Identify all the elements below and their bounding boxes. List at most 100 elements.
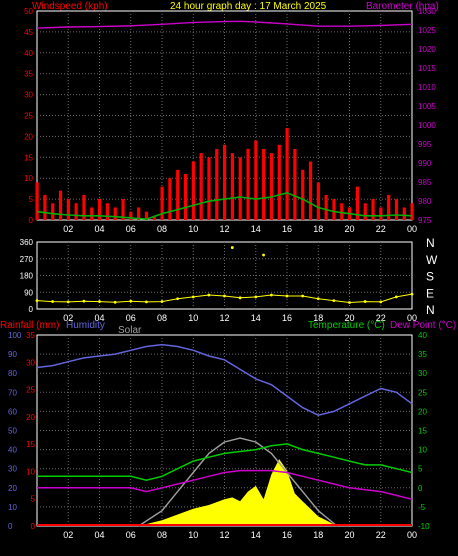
direction-tick-label: 90 bbox=[24, 288, 33, 297]
gust-bar bbox=[183, 174, 188, 220]
gust-bar bbox=[74, 203, 78, 220]
gust-bar bbox=[324, 194, 328, 220]
x-tick-label: 16 bbox=[282, 313, 292, 323]
x-tick-label: 04 bbox=[94, 313, 104, 323]
temperature-tick-label: 25 bbox=[418, 388, 427, 397]
humidity-tick-label: 0 bbox=[8, 522, 13, 531]
gust-bar bbox=[285, 128, 289, 220]
barometer-axis-label: Barometer (hpa) bbox=[366, 1, 439, 12]
gust-bar bbox=[293, 148, 297, 220]
average-wind-line bbox=[36, 191, 413, 221]
gust-bar bbox=[66, 199, 70, 220]
x-tick-label: 08 bbox=[157, 313, 167, 323]
gust-bar bbox=[332, 199, 336, 220]
solar-axis-label: Solar bbox=[118, 325, 142, 336]
direction-line bbox=[36, 293, 413, 304]
compass-label: W bbox=[426, 253, 438, 267]
x-tick-label: 02 bbox=[63, 313, 73, 323]
x-tick-label: 10 bbox=[188, 530, 198, 540]
barometer-tick-label: 1000 bbox=[418, 121, 436, 130]
compass-label: E bbox=[426, 286, 434, 300]
temperature-line bbox=[37, 443, 413, 481]
gust-bar bbox=[137, 207, 141, 220]
x-tick-label: 22 bbox=[376, 530, 386, 540]
gust-bar bbox=[410, 203, 414, 220]
compass-label: N bbox=[426, 303, 435, 317]
x-tick-label: 12 bbox=[219, 313, 229, 323]
x-tick-label: 12 bbox=[219, 224, 229, 234]
gust-bar bbox=[82, 194, 86, 220]
gust-bar bbox=[160, 186, 164, 220]
gust-bar bbox=[105, 203, 110, 220]
barometer-tick-label: 1005 bbox=[418, 102, 436, 111]
x-tick-label: 18 bbox=[313, 224, 323, 234]
temperature-tick-label: 20 bbox=[418, 407, 427, 416]
gust-bar bbox=[121, 199, 125, 220]
barometer-tick-label: 985 bbox=[418, 178, 432, 187]
gust-bar bbox=[215, 148, 219, 220]
gust-bar bbox=[152, 215, 156, 220]
windspeed-tick-label: 0 bbox=[29, 216, 34, 225]
x-tick-label: 22 bbox=[376, 224, 386, 234]
windspeed-tick-label: 35 bbox=[24, 70, 33, 79]
wind-series bbox=[35, 20, 414, 221]
x-tick-label: 20 bbox=[344, 313, 354, 323]
x-tick-label: 02 bbox=[63, 530, 73, 540]
gust-bar bbox=[98, 199, 102, 220]
temperature-axis-label: Temperature (°C) bbox=[308, 320, 385, 331]
gust-bar bbox=[51, 203, 55, 220]
grid-lines bbox=[37, 11, 412, 526]
temp-series bbox=[36, 343, 413, 527]
humidity-axis-label: Humidity bbox=[66, 320, 105, 331]
direction-series bbox=[35, 246, 414, 304]
humidity-tick-label: 70 bbox=[8, 388, 17, 397]
gust-bar bbox=[113, 207, 117, 220]
gust-bar bbox=[129, 211, 133, 220]
barometer-tick-label: 1015 bbox=[418, 64, 436, 73]
windspeed-tick-label: 20 bbox=[24, 132, 33, 141]
x-tick-label: 16 bbox=[282, 530, 292, 540]
dewpoint-axis-label: Dew Point (°C) bbox=[390, 320, 456, 331]
gust-bar bbox=[371, 199, 375, 220]
solar-max-curve bbox=[138, 437, 338, 527]
gust-bar bbox=[168, 178, 172, 220]
gust-bar bbox=[199, 153, 203, 220]
windspeed-tick-label: 25 bbox=[24, 112, 33, 121]
x-tick-label: 18 bbox=[313, 530, 323, 540]
rain-tick-label: 10 bbox=[26, 467, 35, 476]
direction-tick-label: 0 bbox=[29, 305, 34, 314]
gust-bar bbox=[207, 157, 211, 220]
windspeed-tick-label: 45 bbox=[24, 28, 33, 37]
x-tick-label: 10 bbox=[188, 224, 198, 234]
x-tick-label: 12 bbox=[219, 530, 229, 540]
rainfall-axis-label: Rainfall (mm) bbox=[0, 320, 59, 331]
x-tick-label: 22 bbox=[376, 313, 386, 323]
temperature-tick-label: 15 bbox=[418, 427, 427, 436]
rain-tick-label: 5 bbox=[31, 495, 36, 504]
temperature-tick-label: 40 bbox=[418, 331, 427, 340]
humidity-tick-label: 40 bbox=[8, 446, 17, 455]
gust-bar bbox=[387, 194, 391, 220]
x-tick-label: 06 bbox=[126, 224, 136, 234]
rain-tick-label: 30 bbox=[26, 358, 35, 367]
gust-bar bbox=[402, 207, 406, 220]
humidity-tick-label: 60 bbox=[8, 407, 17, 416]
barometer-tick-label: 980 bbox=[418, 197, 432, 206]
temperature-tick-label: 35 bbox=[418, 350, 427, 359]
direction-tick-label: 180 bbox=[20, 272, 34, 281]
x-tick-label: 18 bbox=[313, 313, 323, 323]
gust-bar bbox=[230, 153, 235, 220]
x-tick-label: 06 bbox=[126, 530, 136, 540]
graph-title: 24 hour graph day : 17 March 2025 bbox=[170, 1, 327, 12]
x-tick-label: 06 bbox=[126, 313, 136, 323]
x-tick-label: 02 bbox=[63, 224, 73, 234]
x-tick-label: 14 bbox=[251, 530, 261, 540]
compass-label: N bbox=[426, 236, 435, 250]
gust-bar bbox=[223, 144, 227, 220]
x-tick-label: 10 bbox=[188, 313, 198, 323]
gust-bar bbox=[277, 144, 281, 220]
gust-bar bbox=[90, 207, 94, 220]
barometer-tick-label: 1030 bbox=[418, 7, 436, 16]
gust-bar bbox=[394, 199, 399, 220]
